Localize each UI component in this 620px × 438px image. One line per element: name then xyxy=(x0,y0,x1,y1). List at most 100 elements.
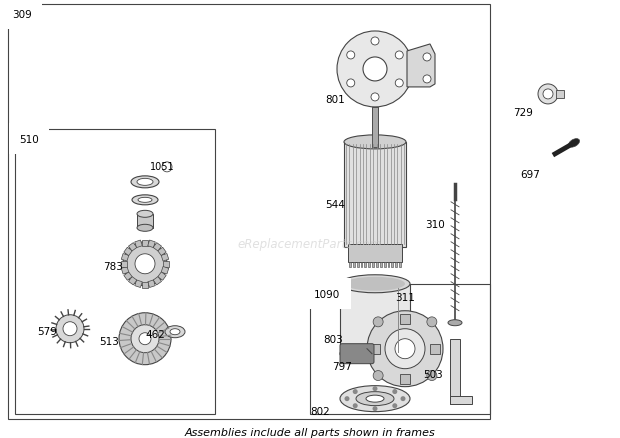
Text: 1051: 1051 xyxy=(150,162,175,171)
Bar xyxy=(158,247,166,256)
Circle shape xyxy=(345,396,350,401)
Bar xyxy=(148,240,155,248)
Ellipse shape xyxy=(165,326,185,338)
Ellipse shape xyxy=(170,329,180,335)
Circle shape xyxy=(63,322,77,336)
Circle shape xyxy=(401,396,405,401)
Circle shape xyxy=(337,32,413,108)
Circle shape xyxy=(427,371,437,381)
Bar xyxy=(121,261,127,267)
Ellipse shape xyxy=(345,277,405,291)
Bar xyxy=(135,280,143,288)
Bar xyxy=(128,243,137,251)
Bar xyxy=(368,262,370,267)
Circle shape xyxy=(373,371,383,381)
Bar xyxy=(344,142,406,247)
Bar xyxy=(142,240,148,246)
Text: 310: 310 xyxy=(425,219,445,229)
Bar xyxy=(163,261,169,267)
Bar xyxy=(148,280,155,288)
Bar xyxy=(380,262,382,267)
Circle shape xyxy=(395,339,415,359)
Bar xyxy=(388,262,389,267)
Bar xyxy=(122,254,129,261)
Text: eReplacementParts.com: eReplacementParts.com xyxy=(238,238,382,251)
Text: 697: 697 xyxy=(520,170,540,180)
Circle shape xyxy=(363,58,387,82)
Bar xyxy=(400,314,410,324)
Circle shape xyxy=(392,403,397,408)
Circle shape xyxy=(119,313,171,365)
Ellipse shape xyxy=(340,386,410,412)
Bar xyxy=(349,262,351,267)
Bar xyxy=(396,262,397,267)
Text: Assemblies include all parts shown in frames: Assemblies include all parts shown in fr… xyxy=(185,427,435,437)
Bar xyxy=(15,130,215,414)
Bar xyxy=(8,5,490,419)
Bar xyxy=(353,262,355,267)
Text: 503: 503 xyxy=(423,369,443,379)
Circle shape xyxy=(371,38,379,46)
Circle shape xyxy=(392,389,397,394)
Text: 513: 513 xyxy=(99,336,119,346)
Circle shape xyxy=(423,76,431,84)
Bar xyxy=(372,108,378,148)
Ellipse shape xyxy=(356,392,394,406)
Bar xyxy=(161,254,169,261)
Circle shape xyxy=(123,242,167,286)
Text: 803: 803 xyxy=(323,334,343,344)
Text: 309: 309 xyxy=(12,10,32,20)
Bar xyxy=(161,267,169,274)
Text: 729: 729 xyxy=(513,108,533,118)
Ellipse shape xyxy=(340,275,410,293)
Ellipse shape xyxy=(366,395,384,402)
Bar xyxy=(372,262,374,267)
Bar xyxy=(348,244,402,262)
Circle shape xyxy=(56,315,84,343)
Circle shape xyxy=(543,90,553,100)
Ellipse shape xyxy=(344,136,406,149)
Ellipse shape xyxy=(340,345,410,363)
Bar xyxy=(361,262,363,267)
Text: 579: 579 xyxy=(37,326,57,336)
Ellipse shape xyxy=(138,198,152,203)
Circle shape xyxy=(162,162,172,173)
Bar xyxy=(370,344,380,354)
Circle shape xyxy=(353,389,358,394)
Polygon shape xyxy=(407,45,435,88)
Text: 1090: 1090 xyxy=(314,289,340,299)
Text: 783: 783 xyxy=(103,261,123,271)
Bar xyxy=(556,91,564,99)
Text: 311: 311 xyxy=(395,292,415,302)
Circle shape xyxy=(538,85,558,105)
Ellipse shape xyxy=(137,211,153,218)
Bar xyxy=(153,243,162,251)
Text: 802: 802 xyxy=(310,406,330,416)
FancyBboxPatch shape xyxy=(340,344,374,364)
Bar xyxy=(450,396,472,404)
Ellipse shape xyxy=(131,177,159,188)
Circle shape xyxy=(373,406,378,411)
Ellipse shape xyxy=(448,320,462,326)
Circle shape xyxy=(347,80,355,88)
Bar xyxy=(310,284,490,414)
Circle shape xyxy=(427,317,437,327)
Bar xyxy=(430,344,440,354)
Circle shape xyxy=(371,94,379,102)
Circle shape xyxy=(373,317,383,327)
Bar xyxy=(365,262,366,267)
Bar xyxy=(450,339,460,404)
Ellipse shape xyxy=(137,179,153,186)
Circle shape xyxy=(395,52,403,60)
Bar xyxy=(153,277,162,285)
Bar xyxy=(128,277,137,285)
Text: 797: 797 xyxy=(332,361,352,371)
Bar xyxy=(340,284,410,354)
Bar xyxy=(142,282,148,288)
Bar xyxy=(124,247,132,256)
Circle shape xyxy=(423,54,431,62)
Bar xyxy=(158,272,166,281)
Circle shape xyxy=(139,333,151,345)
Circle shape xyxy=(353,403,358,408)
Ellipse shape xyxy=(132,195,158,205)
